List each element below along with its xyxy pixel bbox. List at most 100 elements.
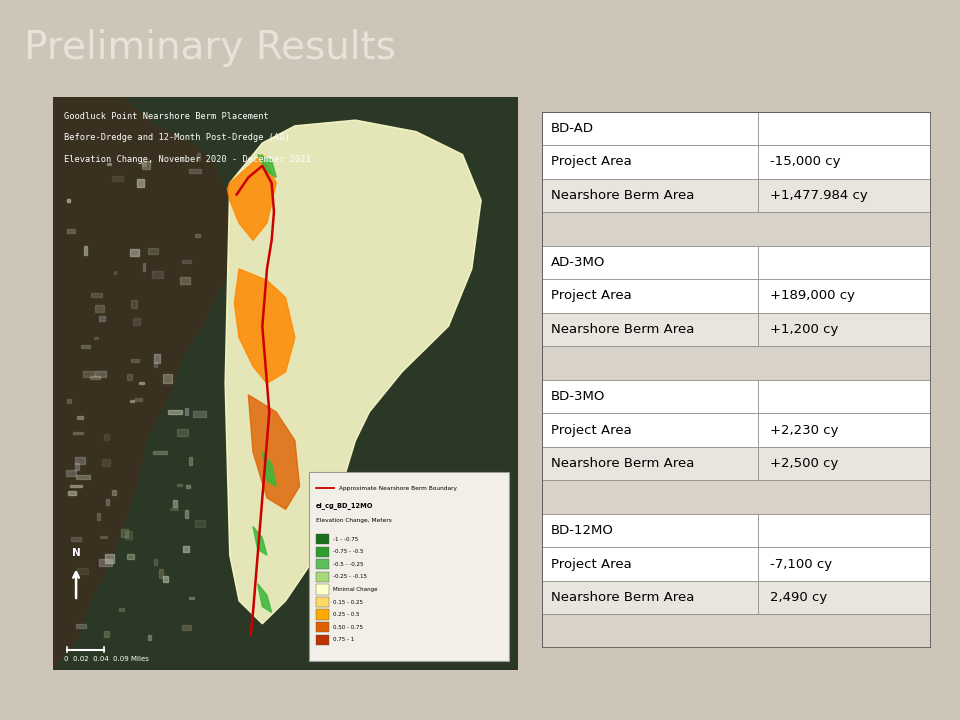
Bar (542, 480, 931, 514)
Bar (82, 346, 90, 348)
Bar (542, 346, 931, 380)
Bar (195, 520, 204, 527)
Bar (316, 597, 329, 607)
Bar (132, 318, 140, 325)
Bar (154, 451, 167, 454)
Bar (107, 163, 111, 166)
Bar (758, 380, 931, 413)
Bar (182, 625, 191, 630)
Bar (159, 570, 163, 578)
Bar (99, 316, 105, 321)
Bar (542, 614, 931, 648)
Bar (77, 624, 86, 628)
Bar (71, 537, 82, 541)
Text: Before-Dredge and 12-Month Post-Dredge (AD): Before-Dredge and 12-Month Post-Dredge (… (64, 133, 290, 143)
Bar (195, 235, 200, 238)
Bar (148, 635, 151, 640)
Bar (66, 199, 70, 202)
Bar (154, 362, 157, 366)
Bar (113, 271, 116, 274)
Bar (101, 536, 108, 538)
Bar (148, 248, 157, 254)
Bar (171, 508, 178, 510)
Bar (316, 610, 329, 620)
Text: -0.25 - -0.15: -0.25 - -0.15 (333, 575, 367, 580)
Bar (66, 470, 76, 477)
Text: Project Area: Project Area (551, 289, 632, 302)
Bar (316, 585, 329, 595)
Bar (95, 305, 104, 312)
Text: 0.09 Miles: 0.09 Miles (113, 656, 149, 662)
Bar (542, 447, 758, 480)
Bar (155, 559, 157, 564)
Bar (135, 397, 142, 401)
Text: -15,000 cy: -15,000 cy (770, 156, 840, 168)
Text: Project Area: Project Area (551, 156, 632, 168)
Bar (70, 485, 83, 487)
Bar (142, 162, 146, 166)
Bar (181, 261, 191, 263)
Bar (542, 514, 758, 547)
Text: Elevation Change, November 2020 - December 2021: Elevation Change, November 2020 - Decemb… (64, 155, 311, 164)
Text: -0.5 - -0.25: -0.5 - -0.25 (333, 562, 364, 567)
Text: BD-12MO: BD-12MO (551, 524, 613, 537)
Bar (542, 312, 758, 346)
Bar (90, 293, 103, 297)
Bar (73, 431, 83, 433)
Bar (104, 433, 109, 440)
Bar (758, 514, 931, 547)
Text: Approximate Nearshore Berm Boundary: Approximate Nearshore Berm Boundary (339, 486, 457, 490)
Bar (75, 463, 79, 470)
Bar (316, 559, 329, 570)
Bar (183, 546, 189, 552)
Polygon shape (262, 452, 276, 487)
Text: Nearshore Berm Area: Nearshore Berm Area (551, 457, 694, 470)
Bar (142, 161, 151, 168)
Bar (316, 534, 329, 544)
Bar (106, 554, 114, 562)
Bar (95, 371, 106, 377)
Polygon shape (53, 97, 239, 670)
Bar (542, 413, 758, 447)
Bar (127, 554, 134, 559)
Text: Project Area: Project Area (551, 558, 632, 571)
Bar (121, 528, 128, 536)
Bar (758, 547, 931, 581)
Bar (184, 408, 188, 415)
Text: -0.75 - -0.5: -0.75 - -0.5 (333, 549, 364, 554)
Polygon shape (249, 395, 300, 509)
Text: 0.50 - 0.75: 0.50 - 0.75 (333, 625, 363, 630)
Bar (542, 145, 758, 179)
Bar (316, 546, 329, 557)
Bar (542, 279, 758, 312)
Text: Goodluck Point Nearshore Berm Placement: Goodluck Point Nearshore Berm Placement (64, 112, 269, 120)
Bar (178, 429, 188, 436)
Polygon shape (253, 526, 267, 555)
Bar (154, 354, 160, 363)
Bar (119, 608, 124, 611)
Bar (131, 359, 138, 362)
Text: +2,500 cy: +2,500 cy (770, 457, 838, 470)
Bar (139, 382, 144, 384)
Text: +1,477.984 cy: +1,477.984 cy (770, 189, 868, 202)
Text: 0.15 - 0.25: 0.15 - 0.25 (333, 600, 363, 605)
Text: +2,230 cy: +2,230 cy (770, 423, 838, 436)
Bar (90, 376, 100, 379)
Bar (143, 263, 145, 271)
Bar (193, 410, 205, 417)
Text: el_cg_BD_12MO: el_cg_BD_12MO (316, 502, 373, 509)
Bar (99, 559, 112, 566)
Bar (67, 399, 71, 402)
Bar (316, 622, 329, 632)
Bar (106, 500, 108, 505)
Text: -7,100 cy: -7,100 cy (770, 558, 832, 571)
Bar (197, 153, 200, 160)
Bar (316, 572, 329, 582)
Text: Nearshore Berm Area: Nearshore Berm Area (551, 323, 694, 336)
Bar (758, 312, 931, 346)
Bar (84, 246, 87, 255)
Bar (68, 492, 76, 495)
Text: Nearshore Berm Area: Nearshore Berm Area (551, 189, 694, 202)
Text: Elevation Change, Meters: Elevation Change, Meters (316, 518, 392, 523)
Text: Preliminary Results: Preliminary Results (24, 29, 396, 67)
